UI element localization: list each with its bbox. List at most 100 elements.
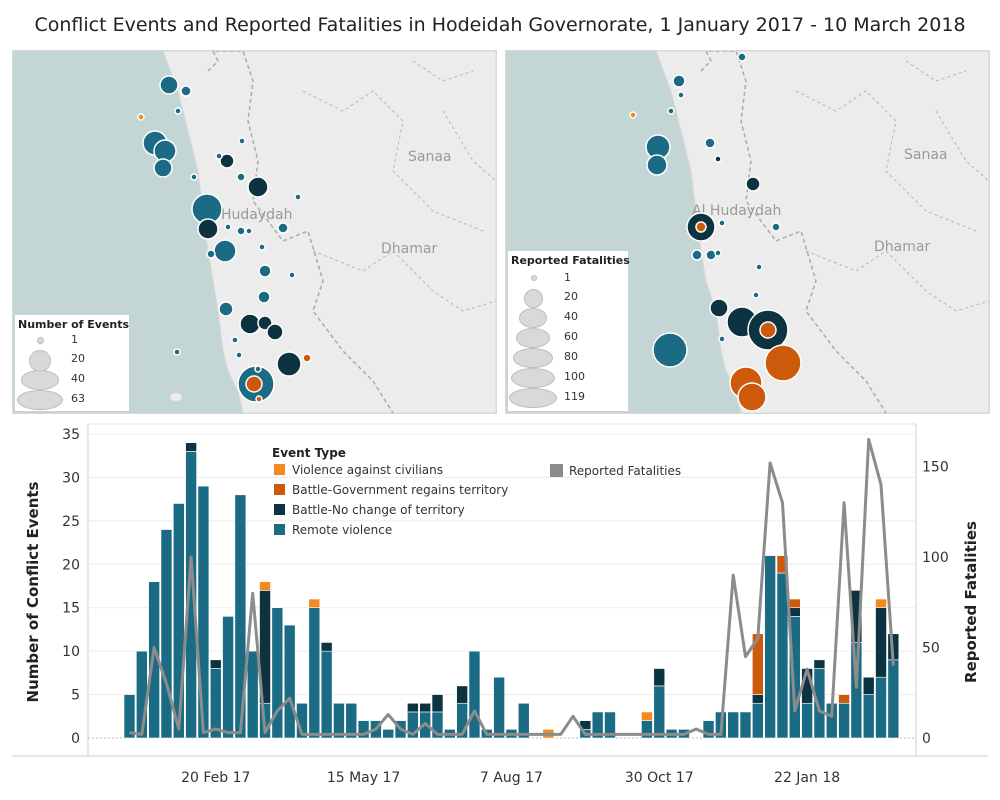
bar-remote-violence[interactable] <box>752 702 764 739</box>
fatality-bubble[interactable] <box>718 335 726 343</box>
fatality-bubble[interactable] <box>714 155 722 163</box>
bar-battle-no-change[interactable] <box>185 442 197 452</box>
event-bubble[interactable] <box>288 271 296 279</box>
bar-remote-violence[interactable] <box>875 676 887 739</box>
bar-remote-violence[interactable] <box>357 720 370 739</box>
event-bubble[interactable] <box>257 290 271 304</box>
event-bubble[interactable] <box>219 153 235 169</box>
bar-remote-violence[interactable] <box>468 650 481 739</box>
bar-remote-violence[interactable] <box>850 642 863 739</box>
event-bubble[interactable] <box>247 176 269 198</box>
event-bubble[interactable] <box>197 218 219 240</box>
event-bubble[interactable] <box>218 301 234 317</box>
event-bubble[interactable] <box>174 107 182 115</box>
bar-battle-no-change[interactable] <box>875 607 887 678</box>
fatality-bubble[interactable] <box>737 52 747 62</box>
bar-remote-violence[interactable] <box>764 555 776 739</box>
event-bubble[interactable] <box>173 348 181 356</box>
event-bubble[interactable] <box>239 313 261 335</box>
bar-remote-violence[interactable] <box>801 702 813 739</box>
bar-violence-civilians[interactable] <box>259 581 271 591</box>
fatality-bubble[interactable] <box>652 332 688 368</box>
event-bubble[interactable] <box>231 336 239 344</box>
bar-remote-violence[interactable] <box>838 702 850 739</box>
event-bubble[interactable] <box>206 249 216 259</box>
bar-remote-violence[interactable] <box>862 694 875 739</box>
bar-violence-civilians[interactable] <box>641 711 653 721</box>
event-bubble[interactable] <box>276 351 302 377</box>
bar-remote-violence[interactable] <box>160 529 173 739</box>
bar-remote-violence[interactable] <box>246 650 259 739</box>
bar-battle-no-change[interactable] <box>862 676 875 695</box>
event-bubble[interactable] <box>258 264 272 278</box>
event-bubble[interactable] <box>213 239 237 263</box>
bar-battle-no-change[interactable] <box>320 642 333 652</box>
bar-remote-violence[interactable] <box>604 711 616 739</box>
bar-remote-violence[interactable] <box>887 659 900 739</box>
bar-battle-no-change[interactable] <box>813 659 826 669</box>
bar-remote-violence[interactable] <box>493 676 505 739</box>
fatality-bubble[interactable] <box>695 221 707 233</box>
event-bubble[interactable] <box>294 193 302 201</box>
event-bubble[interactable] <box>153 158 173 178</box>
fatality-bubble[interactable] <box>745 176 761 192</box>
events-map[interactable]: Sanaa Hudaydah Dhamar <box>12 50 497 414</box>
bar-remote-violence[interactable] <box>172 503 185 739</box>
bar-remote-violence[interactable] <box>308 607 321 739</box>
fatality-bubble[interactable] <box>667 107 675 115</box>
bar-battle-no-change[interactable] <box>788 607 801 617</box>
bar-remote-violence[interactable] <box>283 624 296 739</box>
bar-remote-violence[interactable] <box>345 702 358 739</box>
event-bubble[interactable] <box>277 222 289 234</box>
bar-battle-gov-regains[interactable] <box>776 555 789 574</box>
fatality-bubble[interactable] <box>764 344 802 382</box>
bar-remote-violence[interactable] <box>234 494 247 739</box>
bar-battle-gov-regains[interactable] <box>838 694 850 704</box>
bar-remote-violence[interactable] <box>222 616 234 739</box>
bar-battle-gov-regains[interactable] <box>788 598 801 609</box>
bar-remote-violence[interactable] <box>776 572 789 739</box>
bar-remote-violence[interactable] <box>702 720 715 739</box>
bar-remote-violence[interactable] <box>653 685 666 739</box>
event-bubble[interactable] <box>190 173 198 181</box>
fatalities-map[interactable]: Sanaa Al Hudaydah Dhamar <box>505 50 990 414</box>
fatality-bubble[interactable] <box>705 249 717 261</box>
fatality-bubble[interactable] <box>672 74 686 88</box>
bar-remote-violence[interactable] <box>271 607 284 739</box>
bar-remote-violence[interactable] <box>382 729 395 739</box>
event-bubble[interactable] <box>245 375 263 393</box>
fatality-bubble[interactable] <box>752 291 760 299</box>
fatality-bubble[interactable] <box>714 249 722 257</box>
fatality-bubble[interactable] <box>691 249 703 261</box>
event-bubble[interactable] <box>180 85 192 97</box>
event-bubble[interactable] <box>235 351 243 359</box>
bar-remote-violence[interactable] <box>333 702 345 739</box>
event-bubble[interactable] <box>137 113 145 121</box>
bar-battle-no-change[interactable] <box>419 702 431 713</box>
fatality-bubble[interactable] <box>755 263 763 271</box>
event-bubble[interactable] <box>254 365 262 373</box>
event-bubble[interactable] <box>238 137 246 145</box>
event-bubble[interactable] <box>245 227 253 235</box>
fatality-bubble[interactable] <box>771 222 781 232</box>
fatality-bubble[interactable] <box>646 154 668 176</box>
event-bubble[interactable] <box>215 152 223 160</box>
bar-remote-violence[interactable] <box>320 650 333 739</box>
event-bubble[interactable] <box>224 223 232 231</box>
bar-remote-violence[interactable] <box>197 485 210 739</box>
event-bubble[interactable] <box>255 395 263 403</box>
fatality-bubble[interactable] <box>718 219 726 227</box>
bar-battle-no-change[interactable] <box>431 694 444 713</box>
bar-remote-violence[interactable] <box>123 694 136 739</box>
event-bubble[interactable] <box>266 323 284 341</box>
event-bubble[interactable] <box>159 75 179 95</box>
bar-remote-violence[interactable] <box>727 711 739 739</box>
bar-remote-violence[interactable] <box>517 702 530 739</box>
bar-battle-no-change[interactable] <box>209 659 222 669</box>
bar-battle-no-change[interactable] <box>407 702 419 713</box>
bar-battle-no-change[interactable] <box>653 668 666 687</box>
bar-battle-no-change[interactable] <box>456 685 468 704</box>
fatality-bubble[interactable] <box>759 321 777 339</box>
fatality-bubble[interactable] <box>677 91 685 99</box>
event-bubble[interactable] <box>258 243 266 251</box>
